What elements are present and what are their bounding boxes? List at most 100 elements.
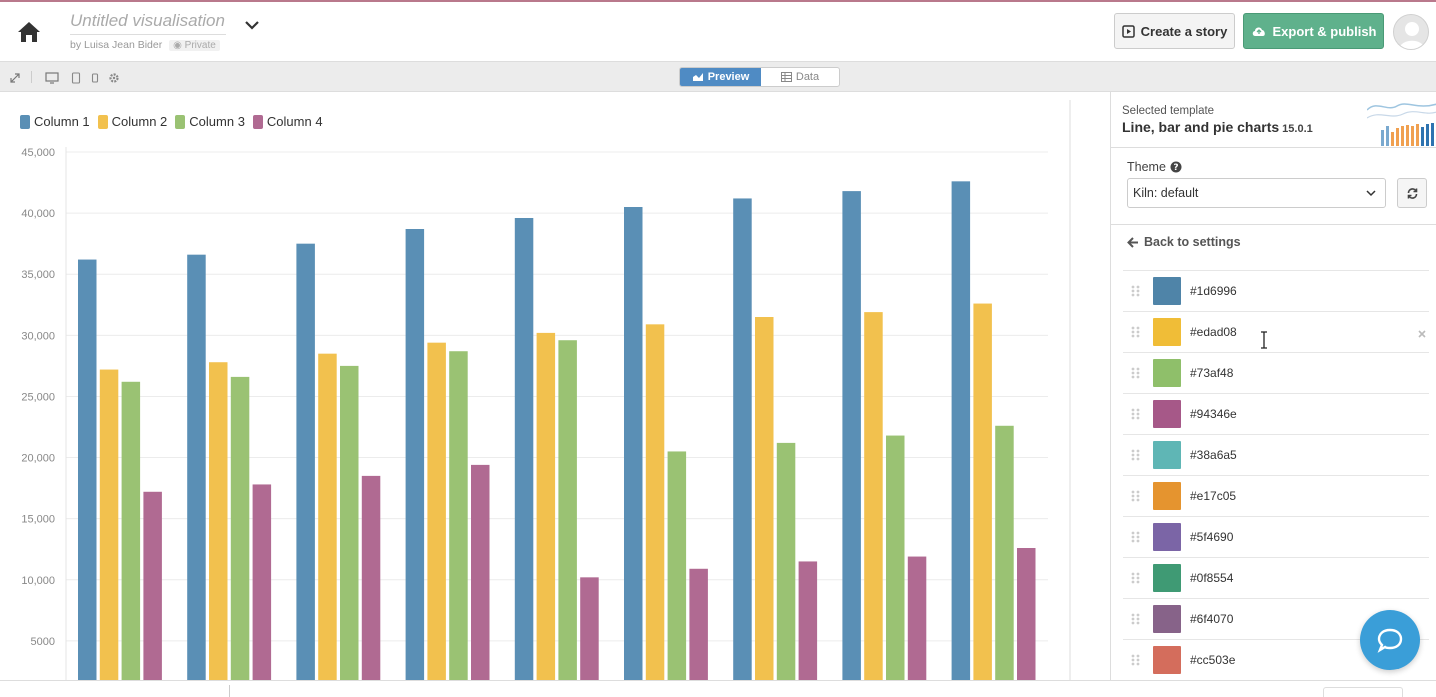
bar-column-2[interactable] [864,312,883,680]
bar-column-4[interactable] [689,568,708,680]
preview-scrollbar[interactable] [1069,100,1071,680]
palette-color-row[interactable]: #73af48 [1123,352,1429,393]
palette-color-hex[interactable]: #cc503e [1190,653,1236,667]
drag-handle-icon[interactable] [1127,650,1145,670]
palette-color-row[interactable]: #0f8554 [1123,557,1429,598]
legend-item-column-1[interactable]: Column 1 [20,114,90,129]
home-icon[interactable] [14,18,44,46]
legend-item-column-2[interactable]: Column 2 [97,114,167,129]
bar-column-2[interactable] [645,324,665,680]
theme-select[interactable]: Kiln: default [1127,178,1386,208]
legend-item-column-4[interactable]: Column 4 [252,114,323,129]
bar-column-2[interactable] [755,317,774,680]
visualisation-title[interactable]: Untitled visualisation [70,11,226,35]
bar-column-4[interactable] [907,556,927,680]
palette-color-hex[interactable]: #1d6996 [1190,284,1237,298]
bar-column-2[interactable] [318,353,337,680]
bar-column-3[interactable] [121,381,141,680]
bar-column-1[interactable] [187,254,206,680]
palette-color-hex[interactable]: #e17c05 [1190,489,1237,503]
bar-column-3[interactable] [667,451,687,680]
chevron-down-icon[interactable] [243,18,261,32]
bar-column-4[interactable] [143,491,162,680]
drag-handle-icon[interactable] [1127,609,1145,629]
drag-handle-icon[interactable] [1127,281,1145,301]
expand-icon[interactable] [9,71,21,83]
export-publish-button[interactable]: Export & publish [1243,13,1384,49]
bar-column-1[interactable] [733,198,752,680]
bar-column-1[interactable] [78,259,97,680]
palette-color-row[interactable]: #94346e [1123,393,1429,434]
refresh-theme-button[interactable] [1397,178,1427,208]
tablet-icon[interactable] [70,71,82,84]
create-story-button[interactable]: Create a story [1114,13,1235,49]
bar-column-4[interactable] [1017,548,1036,680]
bar-column-2[interactable] [427,342,446,680]
drag-handle-icon[interactable] [1127,322,1145,342]
drag-handle-icon[interactable] [1127,486,1145,506]
palette-color-swatch[interactable] [1153,318,1181,346]
drag-handle-icon[interactable] [1127,445,1145,465]
avatar[interactable] [1393,14,1429,50]
palette-color-swatch[interactable] [1153,277,1181,305]
palette-color-row[interactable]: #e17c05 [1123,475,1429,516]
bar-column-3[interactable] [995,425,1014,680]
tab-data[interactable]: Data [761,68,839,86]
palette-color-hex[interactable]: #0f8554 [1190,571,1234,585]
mobile-icon[interactable] [89,71,101,83]
help-circle-icon[interactable]: ? [1170,161,1182,173]
bar-column-2[interactable] [973,303,992,680]
bottom-tab[interactable] [1323,687,1403,697]
palette-color-hex[interactable]: #73af48 [1190,366,1234,380]
palette-color-hex[interactable]: #edad08 [1190,325,1237,339]
bar-column-1[interactable] [842,191,861,680]
bar-column-1[interactable] [296,243,315,680]
palette-color-row[interactable]: #1d6996 [1123,270,1429,311]
bar-column-1[interactable] [951,181,971,680]
bar-column-2[interactable] [536,332,556,680]
bar-column-1[interactable] [405,229,425,680]
palette-color-swatch[interactable] [1153,523,1181,551]
help-chat-button[interactable] [1360,610,1420,670]
drag-handle-icon[interactable] [1127,527,1145,547]
legend-item-column-3[interactable]: Column 3 [175,114,245,129]
gear-icon[interactable] [108,71,120,83]
bar-column-3[interactable] [340,365,359,680]
bar-column-3[interactable] [449,351,468,680]
palette-color-row[interactable]: #cc503e [1123,639,1429,680]
palette-color-row[interactable]: #6f4070 [1123,598,1429,639]
privacy-badge[interactable]: ◉ Private [169,40,220,51]
bar-column-4[interactable] [798,561,818,680]
bar-column-4[interactable] [361,475,381,680]
bar-column-1[interactable] [624,207,643,680]
palette-color-row[interactable]: #5f4690 [1123,516,1429,557]
bar-column-4[interactable] [252,484,272,680]
palette-color-hex[interactable]: #38a6a5 [1190,448,1237,462]
drag-handle-icon[interactable] [1127,404,1145,424]
bar-column-4[interactable] [580,577,599,680]
bar-column-3[interactable] [230,376,250,680]
palette-color-row[interactable]: #edad08 [1123,311,1429,352]
bar-column-1[interactable] [514,218,534,680]
desktop-icon[interactable] [45,71,59,84]
back-to-settings-link[interactable]: Back to settings [1127,235,1241,249]
remove-color-icon[interactable] [1417,326,1427,338]
drag-handle-icon[interactable] [1127,568,1145,588]
palette-color-swatch[interactable] [1153,359,1181,387]
bar-column-2[interactable] [209,362,228,680]
bar-column-2[interactable] [99,369,119,680]
bar-column-3[interactable] [776,442,796,680]
palette-color-hex[interactable]: #94346e [1190,407,1237,421]
tab-preview[interactable]: Preview [680,68,761,86]
palette-color-swatch[interactable] [1153,482,1181,510]
palette-color-hex[interactable]: #5f4690 [1190,530,1234,544]
palette-color-swatch[interactable] [1153,646,1181,674]
drag-handle-icon[interactable] [1127,363,1145,383]
palette-color-hex[interactable]: #6f4070 [1190,612,1234,626]
palette-color-swatch[interactable] [1153,441,1181,469]
palette-color-swatch[interactable] [1153,564,1181,592]
selected-template[interactable]: Selected template Line, bar and pie char… [1111,92,1436,148]
palette-color-row[interactable]: #38a6a5 [1123,434,1429,475]
palette-color-swatch[interactable] [1153,400,1181,428]
palette-color-swatch[interactable] [1153,605,1181,633]
